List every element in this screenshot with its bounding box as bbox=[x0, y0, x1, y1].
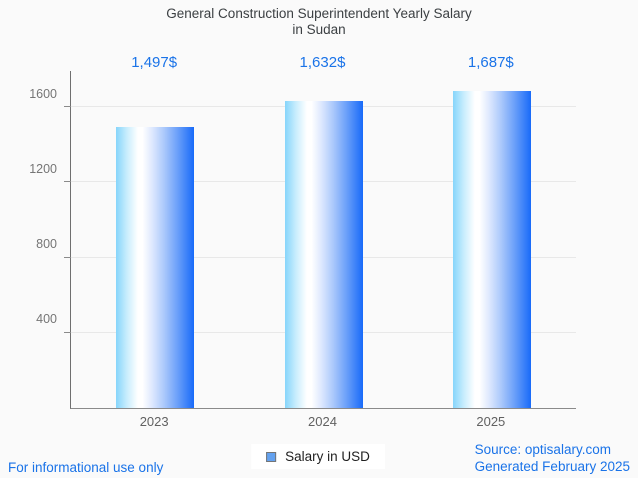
legend-label: Salary in USD bbox=[285, 449, 370, 464]
source-link[interactable]: Source: optisalary.com bbox=[474, 442, 611, 457]
y-tick-label-1600: 1600 bbox=[29, 86, 57, 101]
y-tick-mark-1600 bbox=[64, 106, 71, 108]
y-tick-label-1200: 1200 bbox=[29, 161, 57, 176]
bar-2023 bbox=[116, 126, 195, 408]
generated-date: Generated February 2025 bbox=[474, 458, 630, 474]
bar-2025 bbox=[452, 90, 531, 408]
value-label-2024: 1,632$ bbox=[299, 54, 346, 71]
value-label-2023: 1,497$ bbox=[131, 54, 178, 71]
disclaimer-text: For informational use only bbox=[8, 460, 164, 475]
source-block: Source: optisalary.com Generated Februar… bbox=[475, 442, 630, 475]
y-tick-label-800: 800 bbox=[36, 237, 57, 252]
legend-marker-icon bbox=[266, 451, 277, 462]
y-tick-mark-400 bbox=[64, 331, 71, 333]
chart-title-line2: in Sudan bbox=[292, 22, 346, 37]
x-axis-label-2025: 2025 bbox=[476, 414, 506, 429]
y-tick-mark-1200 bbox=[64, 181, 71, 183]
value-label-2025: 1,687$ bbox=[467, 54, 514, 71]
y-tick-label-400: 400 bbox=[36, 312, 57, 327]
x-axis-label-2024: 2024 bbox=[308, 414, 337, 429]
plot-area: 400 800 1200 1600 bbox=[29, 71, 576, 409]
y-tick-mark-800 bbox=[64, 256, 71, 258]
legend: Salary in USD bbox=[251, 444, 385, 469]
x-axis-label-2023: 2023 bbox=[139, 414, 169, 429]
chart-title-line1: General Construction Superintendent Year… bbox=[166, 6, 472, 21]
bar-2024 bbox=[284, 101, 363, 408]
